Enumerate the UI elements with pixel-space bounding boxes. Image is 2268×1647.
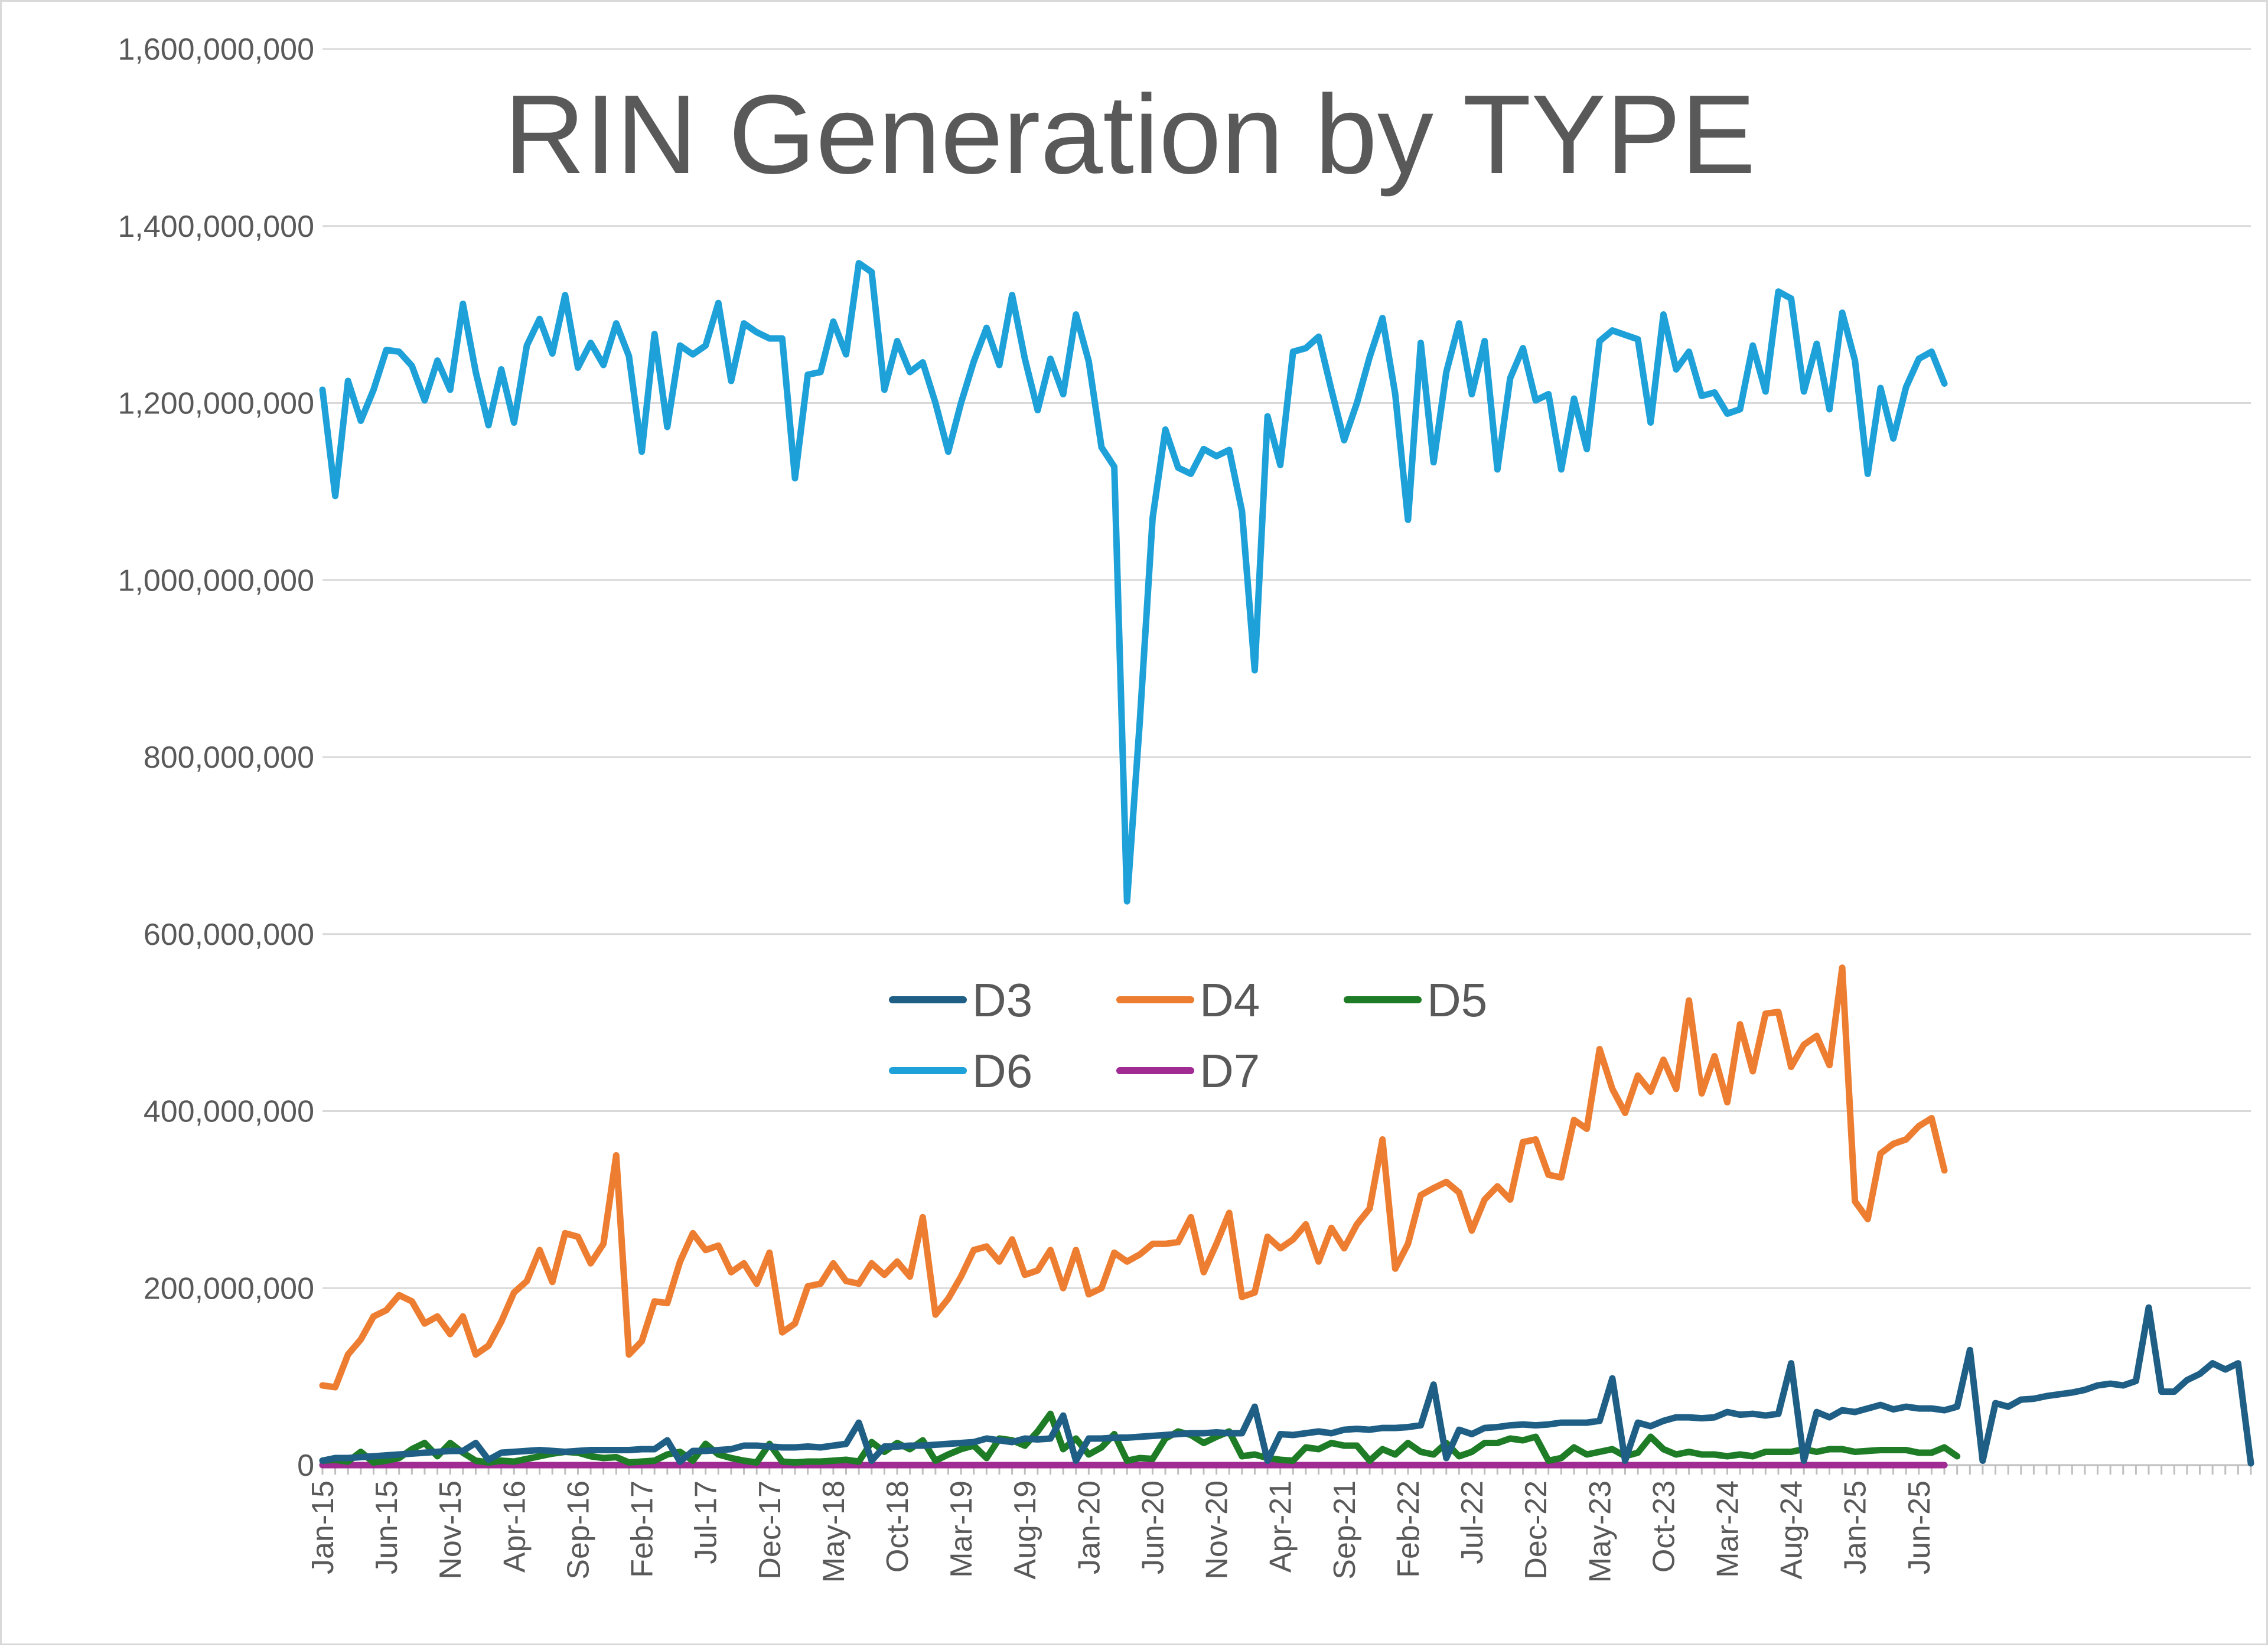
series-lines bbox=[319, 260, 2254, 1469]
x-tick-label: Jan-25 bbox=[1839, 1480, 1873, 1574]
x-tick-label: Apr-21 bbox=[1264, 1480, 1298, 1573]
x-tick-label: Oct-23 bbox=[1647, 1480, 1681, 1573]
legend-label-d5: D5 bbox=[1427, 974, 1487, 1026]
x-tick-label: Feb-22 bbox=[1392, 1480, 1426, 1578]
y-tick-label: 1,200,000,000 bbox=[118, 387, 314, 421]
series-line-d6 bbox=[319, 260, 1948, 905]
x-tick-label: Jun-20 bbox=[1136, 1480, 1170, 1574]
x-tick-label: Jan-15 bbox=[306, 1480, 340, 1574]
x-tick-label: Aug-19 bbox=[1008, 1480, 1042, 1580]
x-tick-label: Jun-15 bbox=[370, 1480, 404, 1574]
x-tick-label: Sep-16 bbox=[561, 1480, 595, 1580]
y-tick-label: 200,000,000 bbox=[144, 1271, 314, 1306]
legend-label-d7: D7 bbox=[1200, 1045, 1260, 1097]
x-tick-label: Mar-24 bbox=[1710, 1480, 1745, 1578]
x-tick-label: Mar-19 bbox=[944, 1480, 979, 1578]
x-tick-label: Dec-22 bbox=[1519, 1480, 1553, 1580]
x-tick-label: Aug-24 bbox=[1775, 1480, 1809, 1580]
y-axis-tick-labels: 0 200,000,000 400,000,000 600,000,000 800,00… bbox=[118, 32, 314, 1483]
x-axis: Jan-15 Jun-15 Nov-15 Apr-16 Sep-16 Feb-17 Jul-… bbox=[306, 1464, 2252, 1583]
x-tick-label: Dec-17 bbox=[753, 1480, 787, 1580]
y-tick-label: 800,000,000 bbox=[144, 741, 314, 775]
y-tick-label: 1,600,000,000 bbox=[118, 32, 314, 67]
x-tick-label: Jun-25 bbox=[1902, 1480, 1937, 1574]
series-line-d5 bbox=[319, 1410, 1961, 1466]
x-tick-label: Nov-20 bbox=[1200, 1480, 1234, 1580]
legend-label-d3: D3 bbox=[972, 974, 1032, 1026]
y-tick-label: 400,000,000 bbox=[144, 1095, 314, 1129]
x-tick-label: Jan-20 bbox=[1072, 1480, 1106, 1574]
legend: D3 D4 D5 D6 D7 bbox=[889, 974, 1487, 1097]
series-line-d4 bbox=[319, 964, 1948, 1391]
x-tick-label: Nov-15 bbox=[434, 1480, 468, 1580]
gridlines bbox=[322, 48, 2251, 1289]
y-tick-label: 1,400,000,000 bbox=[118, 210, 314, 244]
x-tick-label: May-18 bbox=[817, 1480, 851, 1583]
x-tick-label: Apr-16 bbox=[497, 1480, 532, 1573]
x-tick-label: Sep-21 bbox=[1328, 1480, 1362, 1580]
x-tick-label: Jul-22 bbox=[1455, 1480, 1490, 1564]
y-tick-label: 1,000,000,000 bbox=[118, 563, 314, 598]
x-tick-label: Oct-18 bbox=[881, 1480, 915, 1573]
x-tick-label: Jul-17 bbox=[689, 1480, 724, 1564]
chart-title: RIN Generation by TYPE bbox=[504, 72, 1755, 197]
legend-label-d4: D4 bbox=[1200, 974, 1260, 1026]
y-tick-label: 600,000,000 bbox=[144, 918, 314, 952]
x-tick-label: May-23 bbox=[1583, 1480, 1617, 1583]
series-line-d3 bbox=[319, 1304, 2254, 1467]
x-tick-label: Feb-17 bbox=[625, 1480, 660, 1578]
legend-label-d6: D6 bbox=[972, 1045, 1032, 1097]
y-tick-label: 0 bbox=[297, 1449, 314, 1483]
